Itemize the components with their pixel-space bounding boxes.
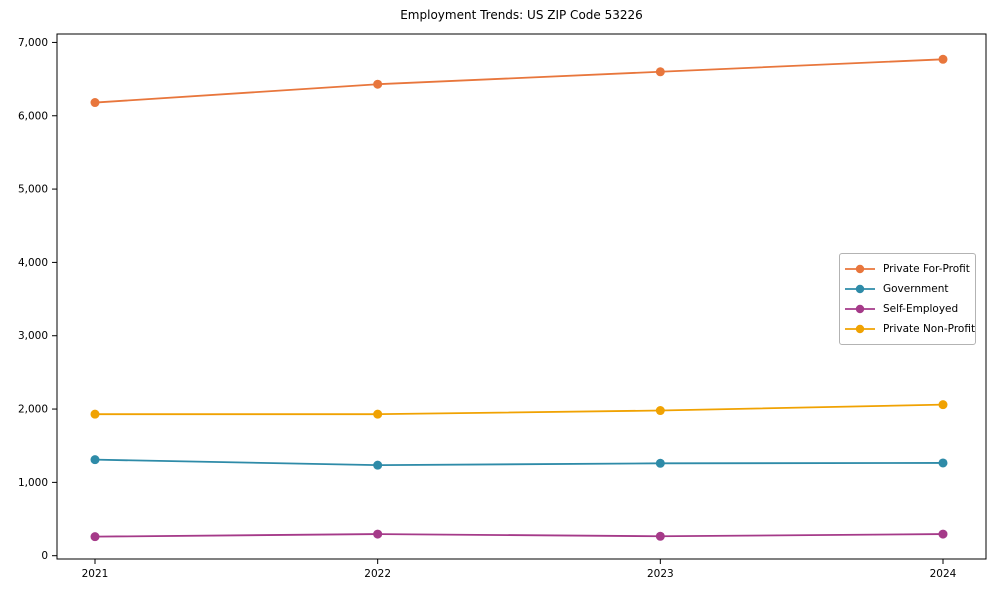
chart-title: Employment Trends: US ZIP Code 53226	[400, 8, 643, 22]
data-point	[655, 458, 665, 468]
data-point	[373, 409, 383, 419]
data-point	[938, 458, 948, 468]
plot-border	[56, 33, 987, 560]
y-tick-label: 0	[41, 550, 48, 562]
legend-item: Private Non-Profit	[845, 319, 975, 339]
legend-label: Private For-Profit	[883, 263, 970, 275]
data-point	[373, 529, 383, 539]
x-tick-label: 2023	[647, 568, 674, 580]
y-tick-label: 2,000	[18, 404, 48, 416]
y-tick-label: 4,000	[18, 257, 48, 269]
legend-label: Government	[883, 283, 949, 295]
legend-marker-icon	[845, 284, 875, 294]
legend-item: Self-Employed	[845, 299, 971, 319]
series-line	[94, 58, 944, 104]
data-point	[90, 409, 100, 419]
data-point	[938, 400, 948, 410]
y-tick-label: 7,000	[18, 37, 48, 49]
data-point	[373, 79, 383, 89]
x-tick-label: 2024	[930, 568, 957, 580]
y-tick-label: 1,000	[18, 477, 48, 489]
data-point	[655, 531, 665, 541]
legend-marker-icon	[845, 324, 875, 334]
data-point	[938, 529, 948, 539]
data-point	[655, 67, 665, 77]
data-point	[373, 460, 383, 470]
y-tick-label: 5,000	[18, 184, 48, 196]
x-tick-label: 2022	[364, 568, 391, 580]
series-line	[94, 533, 944, 538]
legend-label: Self-Employed	[883, 303, 959, 315]
data-point	[90, 532, 100, 542]
series-line	[95, 403, 944, 416]
series-line	[94, 458, 944, 467]
legend-item: Government	[845, 279, 971, 299]
data-point	[655, 406, 665, 416]
y-tick-label: 3,000	[18, 330, 48, 342]
legend-label: Private Non-Profit	[883, 323, 976, 335]
legend-marker-icon	[845, 304, 875, 314]
y-tick-label: 6,000	[18, 110, 48, 122]
legend-marker-icon	[845, 264, 875, 274]
legend: Private For-Profit Government Self-Employe…	[839, 253, 976, 345]
data-point	[90, 98, 100, 108]
x-tick-label: 2021	[82, 568, 109, 580]
data-point	[938, 54, 948, 64]
legend-item: Private For-Profit	[845, 259, 971, 279]
data-point	[90, 455, 100, 465]
